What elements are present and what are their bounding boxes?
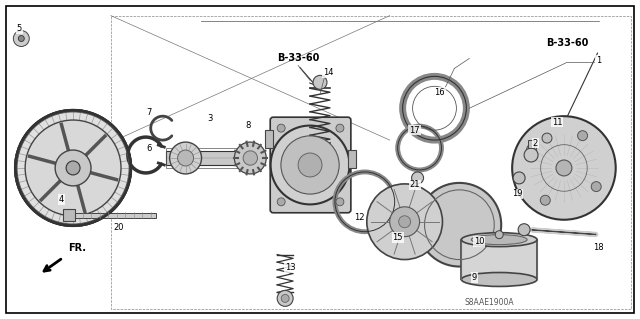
Circle shape bbox=[281, 136, 339, 194]
Circle shape bbox=[178, 150, 193, 166]
Text: 20: 20 bbox=[114, 223, 124, 232]
Text: 12: 12 bbox=[355, 213, 365, 222]
Text: 10: 10 bbox=[474, 237, 484, 246]
Text: 11: 11 bbox=[552, 118, 562, 127]
Circle shape bbox=[577, 131, 588, 141]
Text: 9: 9 bbox=[472, 273, 477, 282]
Bar bbox=[348, 150, 356, 168]
Circle shape bbox=[170, 142, 202, 174]
Circle shape bbox=[243, 151, 257, 165]
Ellipse shape bbox=[461, 272, 537, 286]
Circle shape bbox=[513, 172, 525, 184]
Circle shape bbox=[55, 150, 91, 186]
Text: 6: 6 bbox=[146, 144, 152, 152]
Circle shape bbox=[495, 231, 503, 239]
Circle shape bbox=[556, 160, 572, 176]
Text: 4: 4 bbox=[58, 195, 64, 204]
Bar bbox=[528, 140, 534, 148]
Text: 5: 5 bbox=[17, 24, 22, 33]
Text: B-33-60: B-33-60 bbox=[546, 38, 588, 48]
Bar bbox=[63, 209, 75, 221]
Text: 1: 1 bbox=[596, 56, 602, 65]
Text: 3: 3 bbox=[208, 114, 213, 123]
Text: FR.: FR. bbox=[68, 242, 86, 253]
Circle shape bbox=[277, 290, 293, 306]
Bar bbox=[69, 213, 156, 218]
FancyArrowPatch shape bbox=[532, 230, 596, 235]
Ellipse shape bbox=[461, 233, 537, 247]
Text: 18: 18 bbox=[593, 243, 604, 252]
Bar bbox=[265, 130, 273, 148]
Circle shape bbox=[367, 184, 442, 260]
Circle shape bbox=[524, 148, 538, 162]
Circle shape bbox=[15, 110, 131, 226]
Circle shape bbox=[512, 116, 616, 220]
Circle shape bbox=[518, 224, 530, 236]
Circle shape bbox=[271, 126, 349, 204]
Circle shape bbox=[591, 182, 601, 192]
Text: 13: 13 bbox=[285, 263, 296, 272]
Circle shape bbox=[281, 294, 289, 302]
Text: 17: 17 bbox=[409, 126, 420, 135]
Circle shape bbox=[412, 172, 424, 184]
Circle shape bbox=[399, 216, 411, 228]
Circle shape bbox=[390, 207, 420, 237]
FancyBboxPatch shape bbox=[270, 117, 351, 213]
Text: 21: 21 bbox=[410, 180, 420, 189]
FancyArrowPatch shape bbox=[532, 230, 596, 235]
Circle shape bbox=[234, 142, 266, 174]
Bar bbox=[166, 151, 255, 165]
Ellipse shape bbox=[471, 235, 527, 245]
Text: 7: 7 bbox=[146, 108, 152, 117]
Circle shape bbox=[19, 35, 24, 41]
Bar bbox=[461, 240, 537, 279]
Circle shape bbox=[298, 153, 322, 177]
Text: S8AAE1900A: S8AAE1900A bbox=[465, 298, 514, 307]
Circle shape bbox=[277, 124, 285, 132]
Circle shape bbox=[313, 75, 327, 89]
Text: 15: 15 bbox=[392, 233, 403, 242]
Circle shape bbox=[417, 183, 501, 267]
Text: 8: 8 bbox=[246, 121, 251, 130]
Circle shape bbox=[527, 144, 536, 154]
Circle shape bbox=[542, 133, 552, 143]
Circle shape bbox=[336, 124, 344, 132]
Circle shape bbox=[66, 161, 80, 175]
Circle shape bbox=[336, 198, 344, 206]
Text: 19: 19 bbox=[512, 189, 522, 198]
Text: 16: 16 bbox=[434, 88, 445, 97]
Text: 2: 2 bbox=[532, 138, 538, 148]
Circle shape bbox=[540, 195, 550, 205]
Text: 14: 14 bbox=[323, 68, 333, 77]
Bar bbox=[111, 16, 630, 309]
Circle shape bbox=[13, 31, 29, 47]
Text: B-33-60: B-33-60 bbox=[277, 54, 319, 63]
Circle shape bbox=[25, 120, 121, 216]
Circle shape bbox=[277, 198, 285, 206]
